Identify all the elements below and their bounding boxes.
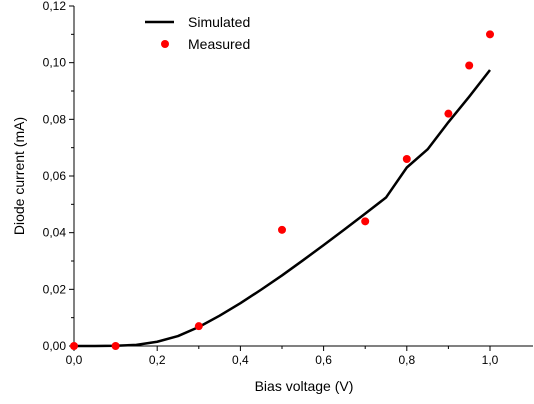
x-tick-label: 0,6	[315, 353, 332, 367]
legend: Simulated Measured	[145, 14, 250, 52]
data-point-measured	[465, 62, 473, 70]
data-point-measured	[278, 226, 286, 234]
y-tick-label: 0,10	[43, 56, 67, 70]
series-line-simulated	[74, 70, 490, 346]
data-point-measured	[195, 322, 203, 330]
y-tick-label: 0,12	[43, 0, 67, 13]
data-point-measured	[70, 342, 78, 350]
data-point-measured	[486, 30, 494, 38]
legend-measured-label: Measured	[188, 36, 250, 52]
data-point-measured	[403, 155, 411, 163]
x-axis-title: Bias voltage (V)	[255, 378, 354, 394]
y-axis-title: Diode current (mA)	[11, 117, 27, 235]
axes: 0,0 0,2 0,4 0,6 0,8 1,0 0,00 0,02 0,04 0,06 0,08 0,…	[43, 0, 533, 367]
y-tick-label: 0,06	[43, 169, 67, 183]
y-tick-label: 0,04	[43, 226, 67, 240]
y-tick-label: 0,02	[43, 282, 67, 296]
x-tick-label: 0,4	[232, 353, 249, 367]
y-tick-label: 0,08	[43, 112, 67, 126]
data-point-measured	[444, 110, 452, 118]
y-tick-label: 0,00	[43, 339, 67, 353]
x-tick-label: 1,0	[482, 353, 499, 367]
data-point-measured	[361, 217, 369, 225]
series-layer	[70, 30, 494, 350]
x-tick-label: 0,0	[66, 353, 83, 367]
x-tick-label: 0,2	[149, 353, 166, 367]
legend-measured-marker	[161, 40, 169, 48]
data-point-measured	[112, 342, 120, 350]
legend-simulated-label: Simulated	[188, 14, 250, 30]
x-tick-label: 0,8	[398, 353, 415, 367]
